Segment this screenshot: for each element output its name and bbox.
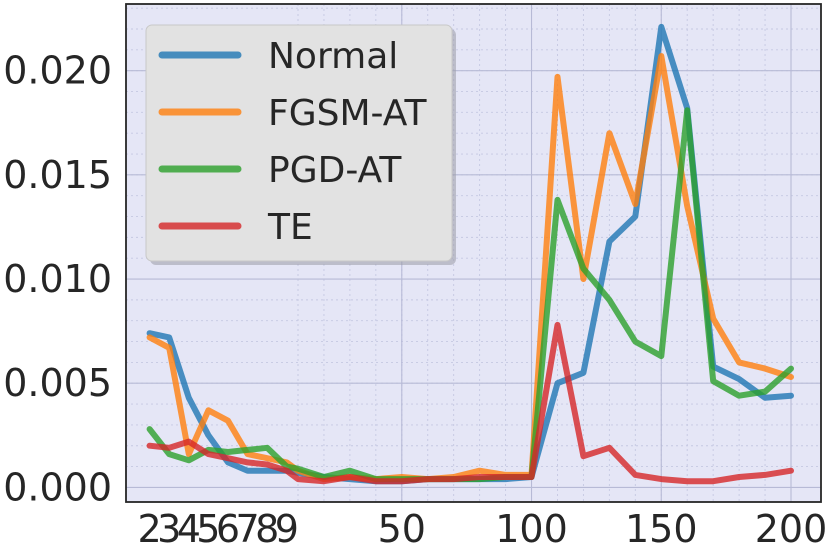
series-line-te bbox=[146, 321, 794, 485]
x-tick-label: 3 bbox=[157, 507, 181, 551]
x-tick-label: 150 bbox=[625, 507, 698, 551]
x-tick-label: 50 bbox=[378, 507, 426, 551]
x-tick-label: 9 bbox=[275, 507, 299, 551]
y-tick-label: 0.010 bbox=[3, 257, 112, 301]
y-axis: 0.000 0.005 0.010 0.015 0.020 bbox=[3, 49, 112, 510]
x-tick-label: 100 bbox=[495, 507, 568, 551]
x-tick-label: 4 bbox=[177, 507, 201, 551]
x-tick-label: 2 bbox=[138, 507, 162, 551]
x-tick-label: 8 bbox=[255, 507, 279, 551]
legend-label: TE bbox=[267, 207, 313, 248]
y-tick-label: 0.000 bbox=[3, 465, 112, 509]
legend-label: FGSM-AT bbox=[268, 93, 428, 134]
legend-box bbox=[145, 24, 453, 262]
series-layer bbox=[146, 23, 794, 485]
legend: Normal FGSM-AT PGD-AT TE bbox=[145, 24, 456, 265]
legend-items: Normal FGSM-AT PGD-AT TE bbox=[158, 36, 428, 248]
x-tick-label: 6 bbox=[216, 507, 240, 551]
x-tick-label: 7 bbox=[236, 507, 260, 551]
y-tick-label: 0.015 bbox=[3, 153, 112, 197]
y-tick-label: 0.020 bbox=[3, 49, 112, 93]
legend-label: Normal bbox=[268, 36, 398, 77]
x-tick-label: 5 bbox=[196, 507, 220, 551]
y-tick-label: 0.005 bbox=[3, 361, 112, 405]
x-tick-label: 200 bbox=[755, 507, 828, 551]
plot-frame bbox=[125, 3, 822, 503]
legend-label: PGD-AT bbox=[268, 150, 402, 191]
